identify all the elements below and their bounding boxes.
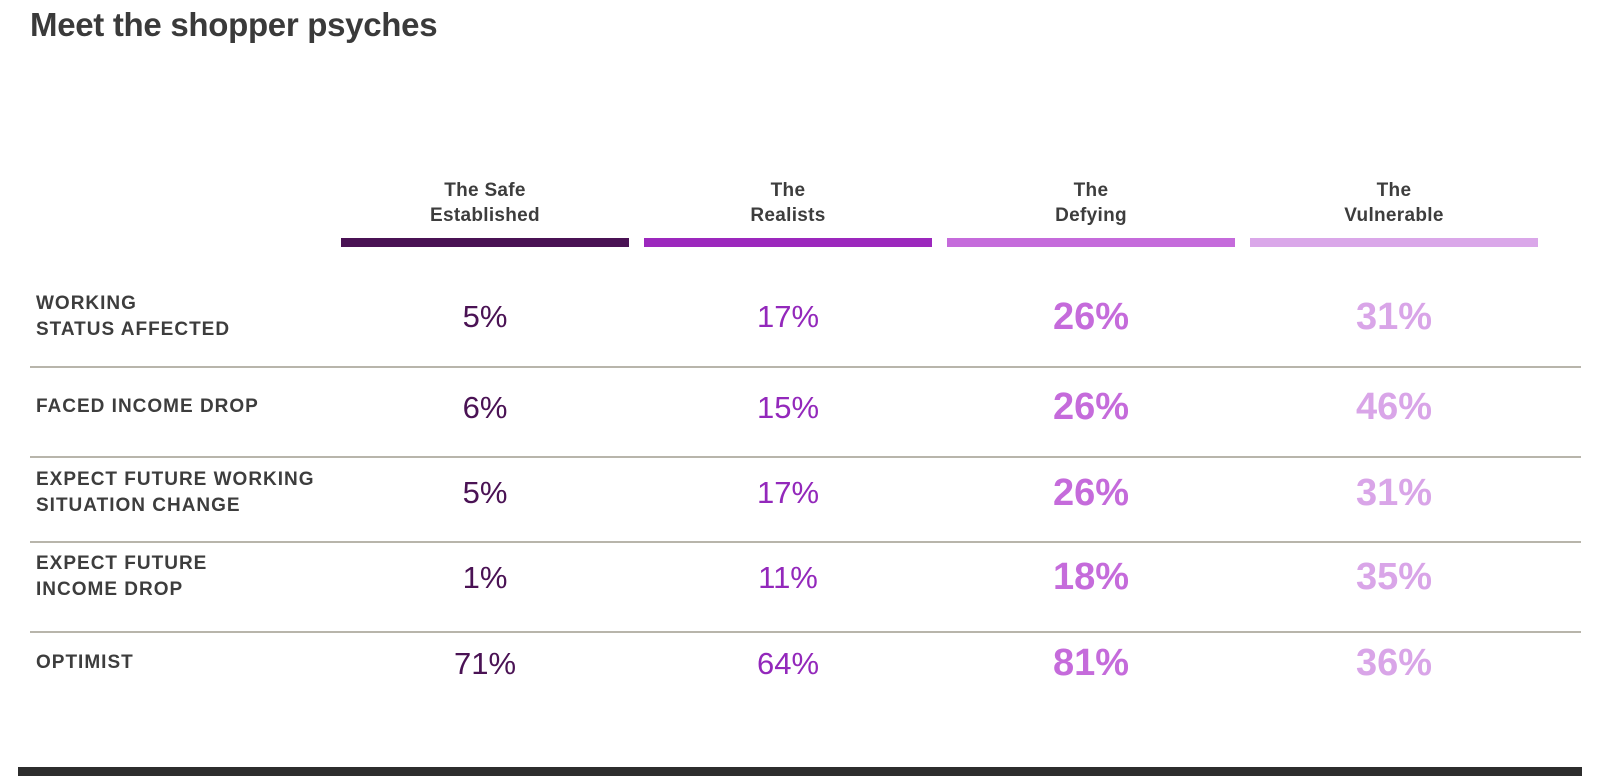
value-cell: 31% [1355, 471, 1433, 514]
row-label: OPTIMIST [30, 650, 326, 676]
row-label-line2: STATUS AFFECTED [36, 318, 231, 340]
row-label-line2: SITUATION CHANGE [36, 494, 241, 516]
column-header-safe-established: The Safe Established [341, 155, 629, 247]
column-header-label: The Vulnerable [1250, 178, 1538, 228]
table-row-expect-future-working-situation-change: EXPECT FUTURE WORKING SITUATION CHANGE 5… [30, 458, 1581, 543]
value-cell: 36% [1355, 642, 1433, 684]
table-header-row: The Safe Established The Realists The De… [30, 155, 1581, 247]
row-label: EXPECT FUTURE WORKING SITUATION CHANGE [30, 467, 326, 519]
row-label: FACED INCOME DROP [30, 394, 326, 420]
footer-rule-bar [18, 767, 1582, 776]
column-accent-bar [1250, 238, 1538, 247]
value-cell: 5% [462, 475, 508, 510]
column-accent-bar [644, 238, 932, 247]
column-header-label: The Safe Established [341, 178, 629, 228]
page-title: Meet the shopper psyches [30, 6, 438, 43]
column-header-line1: The Safe [444, 180, 526, 201]
table-row-faced-income-drop: FACED INCOME DROP 6% 15% 26% 46% [30, 368, 1581, 458]
value-cell: 1% [462, 559, 508, 595]
column-header-line2: Established [430, 205, 540, 226]
row-label-line1: EXPECT FUTURE WORKING [36, 468, 315, 490]
value-cell: 18% [1052, 556, 1130, 598]
column-header-line2: Defying [1055, 205, 1127, 226]
value-cell: 81% [1052, 642, 1130, 684]
column-accent-bar [947, 238, 1235, 247]
row-label-line1: WORKING [36, 292, 137, 314]
column-header-line2: Realists [750, 205, 826, 226]
value-cell: 26% [1052, 471, 1130, 514]
value-cell: 35% [1355, 556, 1433, 598]
column-header-realists: The Realists [644, 155, 932, 247]
table-row-expect-future-income-drop: EXPECT FUTURE INCOME DROP 1% 11% 18% 35% [30, 543, 1581, 633]
value-cell: 31% [1355, 295, 1433, 338]
value-cell: 6% [462, 389, 508, 425]
column-header-line1: The [1376, 180, 1412, 201]
column-header-line1: The [1073, 180, 1109, 201]
column-header-defying: The Defying [947, 155, 1235, 247]
value-cell: 5% [462, 299, 508, 334]
row-label: EXPECT FUTURE INCOME DROP [30, 551, 326, 603]
column-header-vulnerable: The Vulnerable [1250, 155, 1538, 247]
column-header-label: The Defying [947, 178, 1235, 228]
column-header-line1: The [770, 180, 806, 201]
row-label-line1: EXPECT FUTURE [36, 553, 208, 574]
row-label-line2: INCOME DROP [36, 579, 184, 600]
value-cell: 26% [1052, 295, 1130, 338]
value-cell: 26% [1052, 386, 1130, 428]
row-label: WORKING STATUS AFFECTED [30, 291, 326, 343]
value-cell: 46% [1355, 386, 1433, 428]
column-header-line2: Vulnerable [1344, 205, 1444, 226]
column-header-label: The Realists [644, 178, 932, 228]
value-cell: 15% [756, 389, 820, 425]
column-accent-bar [341, 238, 629, 247]
value-cell: 17% [756, 475, 820, 510]
row-label-line1: FACED INCOME DROP [36, 396, 259, 417]
psyches-table: The Safe Established The Realists The De… [30, 155, 1581, 693]
table-row-optimist: OPTIMIST 71% 64% 81% 36% [30, 633, 1581, 693]
value-cell: 64% [756, 645, 820, 681]
value-cell: 11% [758, 559, 818, 595]
table-row-working-status-affected: WORKING STATUS AFFECTED 5% 17% 26% 31% [30, 247, 1581, 368]
value-cell: 71% [453, 645, 517, 681]
row-label-line1: OPTIMIST [36, 652, 134, 673]
header-spacer-cell [30, 155, 326, 247]
value-cell: 17% [756, 299, 820, 334]
